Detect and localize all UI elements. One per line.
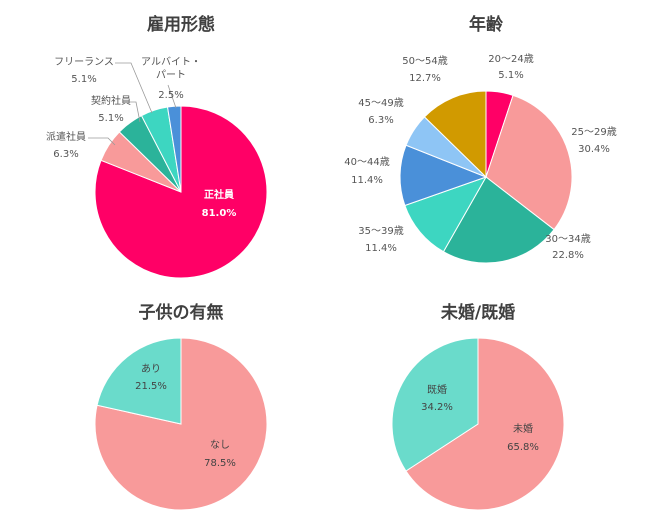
slice-label: あり: [141, 363, 161, 375]
slice-label: 派遣社員: [46, 130, 86, 143]
pie-slice-5: [166, 105, 182, 193]
slice-value-label: 21.5%: [135, 381, 167, 392]
pie-chart-2: 年齢 20～24歳 5.1% 25～29歳 30.4% 30～34歳 22.8% 35～39歳…: [344, 14, 617, 264]
pie-slice-2: [485, 94, 573, 231]
slice-label: なし: [210, 439, 230, 451]
slice-value-label: 78.5%: [204, 458, 236, 469]
chart-title: 未婚/既婚: [440, 302, 515, 323]
slice-value-label: 6.3%: [368, 115, 393, 126]
pie-slice-3: [442, 176, 555, 264]
slice-label: 既婚: [427, 383, 447, 396]
leader-line: [130, 101, 141, 123]
slice-label: 40～44歳: [344, 156, 389, 168]
slice-label: パート: [156, 69, 186, 81]
chart-title: 年齢: [469, 14, 504, 35]
slice-value-label: 11.4%: [365, 243, 397, 254]
leader-line: [167, 84, 177, 109]
chart-title: 子供の有無: [139, 302, 224, 323]
pie-slice-7: [423, 90, 487, 179]
slice-value-label: 22.8%: [552, 250, 584, 261]
slice-label: アルバイト・: [141, 56, 201, 68]
slice-label: 45～49歳: [358, 97, 403, 109]
slice-value-label: 65.8%: [507, 442, 539, 453]
slice-label: 50～54歳: [402, 55, 447, 67]
leader-line: [88, 137, 116, 146]
slice-value-label: 2.5%: [158, 90, 183, 101]
slice-value-label: 5.1%: [98, 113, 123, 124]
slice-label: 契約社員: [91, 94, 131, 107]
slice-value-label: 12.7%: [409, 73, 441, 84]
slice-value-label: 81.0%: [202, 208, 237, 219]
slice-value-label: 30.4%: [578, 144, 610, 155]
chart-title: 雇用形態: [147, 14, 215, 35]
slice-label: 正社員: [204, 188, 234, 201]
slice-label: 25～29歳: [571, 126, 616, 138]
pie-slice-2: [96, 337, 182, 425]
slice-label: 未婚: [513, 422, 533, 435]
slice-label: 35～39歳: [358, 225, 403, 237]
slice-value-label: 11.4%: [351, 175, 383, 186]
slice-value-label: 5.1%: [498, 70, 523, 81]
slice-value-label: 5.1%: [71, 74, 96, 85]
slice-label: 30～34歳: [545, 233, 590, 245]
slice-value-label: 34.2%: [421, 402, 453, 413]
slice-label: フリーランス: [54, 56, 114, 68]
leader-line: [115, 62, 153, 114]
pie-slice-2: [391, 337, 479, 472]
slice-value-label: 6.3%: [53, 149, 78, 160]
slice-label: 20～24歳: [488, 53, 533, 65]
pie-slice-1: [405, 337, 565, 511]
